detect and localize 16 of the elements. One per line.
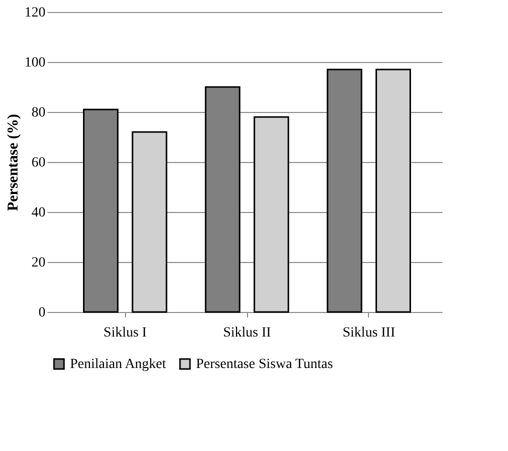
y-tick-label: 0: [38, 306, 46, 320]
bar: [254, 116, 290, 313]
y-tick-label: 40: [32, 206, 46, 220]
y-tick-label: 80: [32, 106, 46, 120]
y-axis-title: Persentase (%): [6, 114, 22, 212]
y-tick-label: 60: [32, 156, 46, 170]
x-tick-label: Siklus II: [223, 326, 272, 340]
y-tick-label: 120: [24, 6, 46, 20]
legend-label: Penilaian Angket: [70, 357, 166, 372]
legend-label: Persentase Siswa Tuntas: [196, 357, 333, 372]
bar: [132, 131, 168, 313]
y-tick-label: 20: [32, 256, 46, 270]
y-tick-label: 100: [24, 56, 46, 70]
x-tick-label: Siklus III: [342, 326, 396, 340]
bar: [376, 68, 411, 313]
x-tick-label: Siklus I: [104, 326, 148, 340]
